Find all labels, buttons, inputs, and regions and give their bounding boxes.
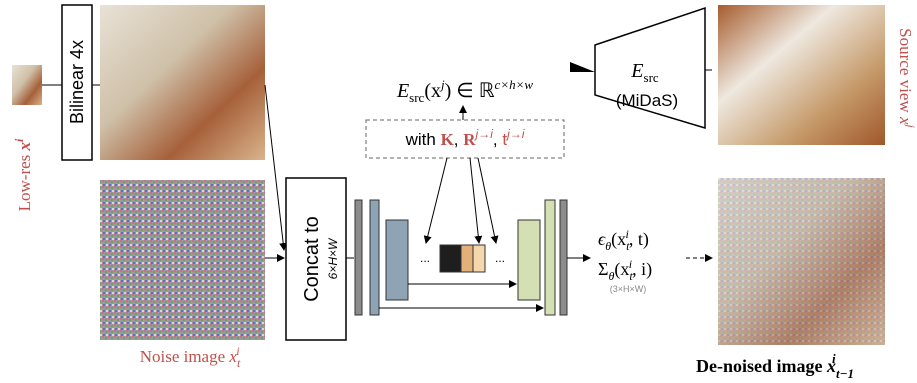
denoised-label: De-noised image xt−1i — [696, 351, 854, 381]
low-res-label: Low-res xi — [12, 138, 34, 211]
latent-block — [461, 245, 473, 272]
source-image — [718, 5, 885, 145]
upsampled-image — [100, 5, 265, 160]
ellipsis: ... — [495, 251, 505, 265]
concat-label: Concat to — [301, 216, 323, 302]
unet-layer — [545, 200, 555, 315]
unet-layer — [370, 200, 379, 315]
diagram: Low-res xi Bilinear 4x Noise image xti C… — [0, 0, 917, 383]
arrow — [470, 158, 479, 243]
unet-layer — [518, 220, 540, 300]
bilinear-label: Bilinear 4x — [67, 40, 87, 124]
low-res-image — [12, 65, 42, 105]
unet-layer — [355, 200, 362, 315]
arrow — [265, 85, 284, 250]
eps-output: ϵθ(xti, t) — [598, 227, 649, 253]
unet-layer — [560, 200, 567, 315]
noise-image — [100, 180, 265, 340]
latent-block — [440, 245, 461, 272]
encoder-trapezoid — [595, 8, 705, 128]
output-shape: (3×H×W) — [610, 284, 647, 294]
arrow — [426, 158, 447, 243]
unet-layer — [386, 220, 408, 300]
encoder-name: (MiDaS) — [616, 91, 678, 110]
source-label: Source view xj — [896, 28, 917, 128]
conditioning-label: with K, Rj→i, tj→i — [405, 127, 525, 149]
noise-label: Noise image xti — [140, 344, 241, 370]
encoder-output: Esrc(xj) ∈ ℝc×h×w — [396, 77, 533, 105]
unet — [355, 200, 567, 315]
concat-shape: 6×H×W — [326, 237, 340, 279]
latent-block — [473, 245, 485, 272]
arrow — [478, 158, 496, 243]
denoised-noise — [718, 178, 885, 345]
connector — [570, 62, 595, 72]
ellipsis: ... — [420, 251, 430, 265]
sigma-output: Σθ(xti, i) — [598, 257, 652, 283]
